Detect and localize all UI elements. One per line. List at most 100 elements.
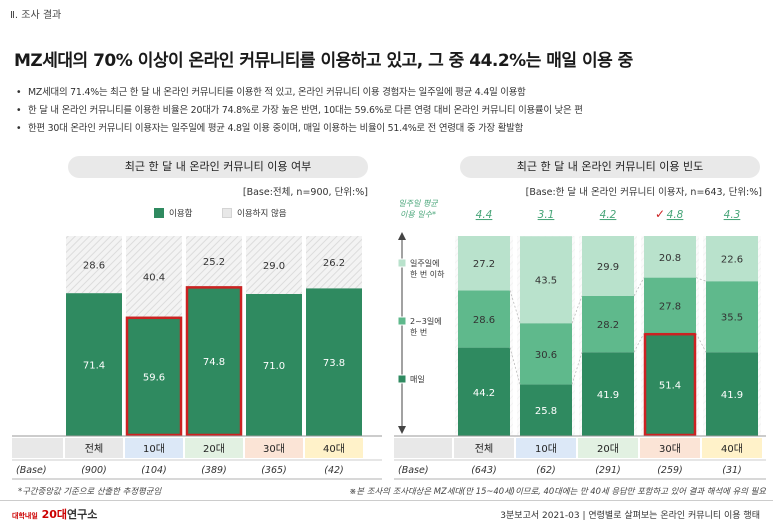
legend-not-used: 이용하지 않음	[222, 207, 287, 219]
label-not-used-left-2: 25.2	[203, 257, 225, 268]
bar-seg1-right-2	[582, 295, 634, 353]
bar-seg1-right-4	[706, 281, 758, 353]
bar-used-left-4	[306, 288, 362, 436]
brand-logo: 대학내일 20대연구소	[12, 506, 97, 522]
category-label-right-2: 20대	[597, 443, 619, 455]
category-cell-right-1	[516, 438, 576, 458]
legend-label-0-0: 매일	[410, 375, 425, 384]
label-seg2-right-2: 29.9	[597, 262, 619, 273]
bar-seg0-right-4	[706, 352, 758, 436]
bar-not-used-left-2	[186, 236, 242, 287]
legend-swatch-used	[154, 208, 164, 218]
bar-seg2-right-1	[520, 236, 572, 324]
base-right-1: (62)	[536, 465, 556, 476]
legend-label-1-0: 2~3일에	[410, 317, 442, 326]
footer-divider	[0, 500, 773, 501]
label-seg0-right-0: 44.2	[473, 388, 495, 399]
label-seg0-right-4: 41.9	[721, 390, 743, 401]
highlight-box-left-2	[185, 286, 243, 437]
highlight-box-right-3	[643, 332, 697, 437]
bar-seg0-right-2	[582, 352, 634, 436]
category-cell-left-4	[305, 438, 363, 458]
section-label: Ⅱ. 조사 결과	[10, 10, 62, 21]
label-seg0-right-1: 25.8	[535, 406, 557, 417]
legend-swatch-not-used	[222, 208, 232, 218]
avg-label-line1: 일주일 평균	[398, 199, 438, 208]
bar-seg1-right-1	[520, 323, 572, 385]
category-cell-right-4	[702, 438, 762, 458]
connector-3-0	[695, 333, 707, 353]
category-cell-right-2	[578, 438, 638, 458]
label-seg2-right-3: 20.8	[659, 253, 681, 264]
category-label-left-3: 30대	[263, 443, 285, 455]
category-label-right-0: 전체	[475, 443, 493, 455]
footnote-left: *구간중앙값 기준으로 산출한 추정평균임	[18, 486, 162, 496]
label-not-used-left-1: 40.4	[143, 272, 165, 283]
base-row-label-left: (Base)	[16, 465, 47, 476]
category-cell-right-3	[640, 438, 700, 458]
bullet-3: 한편 30대 온라인 커뮤니티 이용자는 일주일에 평균 4.8일 이용 중이며…	[16, 120, 766, 138]
label-used-left-3: 71.0	[263, 361, 285, 372]
avg-days-right-1: 3.1	[538, 209, 555, 221]
bar-not-used-left-1	[126, 236, 182, 317]
label-seg0-right-3: 51.4	[659, 381, 681, 392]
right-chart-title: 최근 한 달 내 온라인 커뮤니티 이용 빈도	[460, 156, 760, 178]
category-label-left-1: 10대	[143, 443, 165, 455]
header-empty-cell-right	[394, 438, 452, 458]
bar-seg1-right-0	[458, 290, 510, 348]
check-icon: ✓	[655, 207, 665, 221]
label-seg2-right-1: 43.5	[535, 276, 557, 287]
base-row-label-right: (Base)	[398, 465, 429, 476]
label-used-left-0: 71.4	[83, 361, 105, 372]
legend-label-used: 이용함	[169, 209, 193, 219]
avg-days-right-2: 4.2	[600, 209, 617, 221]
page-headline: MZ세대의 70% 이상이 온라인 커뮤니티를 이용하고 있고, 그 중 44.…	[14, 51, 633, 71]
base-right-4: (31)	[722, 465, 742, 476]
bullet-1: MZ세대의 71.4%는 최근 한 달 내 온라인 커뮤니티를 이용한 적 있고…	[16, 84, 766, 102]
bar-seg2-right-3	[644, 236, 696, 278]
footnote-right: ※본 조사의 조사대상은 MZ세대(만 15~40세)이므로, 40대에는 만 …	[349, 486, 766, 496]
bar-not-used-left-3	[246, 236, 302, 294]
bar-seg2-right-2	[582, 236, 634, 296]
category-cell-left-3	[245, 438, 303, 458]
connector-0-1	[509, 290, 521, 324]
label-not-used-left-3: 29.0	[263, 261, 285, 272]
label-used-left-1: 59.6	[143, 372, 165, 383]
usage-chart: 28.6 71.4 40.4 59.6 25.2 74.8 29.0 71.0 26.2 73.8…	[12, 236, 382, 480]
bar-seg1-right-3	[644, 277, 696, 334]
category-cell-right-0	[454, 438, 514, 458]
bar-seg0-right-1	[520, 384, 572, 436]
bar-used-left-0	[66, 293, 122, 436]
label-seg1-right-0: 28.6	[473, 315, 495, 326]
category-cell-left-2	[185, 438, 243, 458]
bar-not-used-left-4	[306, 236, 362, 289]
logo-brand: 대학내일	[12, 512, 38, 520]
base-right-3: (259)	[657, 465, 683, 476]
label-used-left-4: 73.8	[323, 358, 345, 369]
label-seg1-right-4: 35.5	[721, 313, 743, 324]
avg-days-right-4: 4.3	[724, 209, 741, 221]
category-label-right-3: 30대	[659, 443, 681, 455]
footer-report: 3분보고서 2021-03 | 연령별로 살펴보는 온라인 커뮤니티 이용 행태	[500, 511, 760, 521]
base-left-2: (389)	[201, 465, 227, 476]
label-not-used-left-0: 28.6	[83, 261, 105, 272]
bar-not-used-left-0	[66, 236, 122, 294]
legend-swatch-1	[397, 316, 407, 326]
axis-arrow-up-icon	[398, 232, 406, 240]
bar-used-left-3	[246, 294, 302, 436]
connector-1-0	[571, 352, 583, 385]
bar-seg2-right-0	[458, 236, 510, 291]
header-empty-cell-left	[12, 438, 63, 458]
legend-swatch-0	[397, 374, 407, 384]
base-right-2: (291)	[595, 465, 621, 476]
left-chart-title: 최근 한 달 내 온라인 커뮤니티 이용 여부	[68, 156, 368, 178]
base-left-1: (104)	[141, 465, 167, 476]
logo-suffix: 연구소	[67, 508, 98, 521]
label-seg1-right-3: 27.8	[659, 301, 681, 312]
category-label-right-1: 10대	[535, 443, 557, 455]
label-not-used-left-4: 26.2	[323, 258, 345, 269]
summary-bullets: MZ세대의 71.4%는 최근 한 달 내 온라인 커뮤니티를 이용한 적 있고…	[16, 84, 766, 138]
bar-seg2-right-4	[706, 236, 758, 282]
label-seg2-right-0: 27.2	[473, 259, 495, 270]
